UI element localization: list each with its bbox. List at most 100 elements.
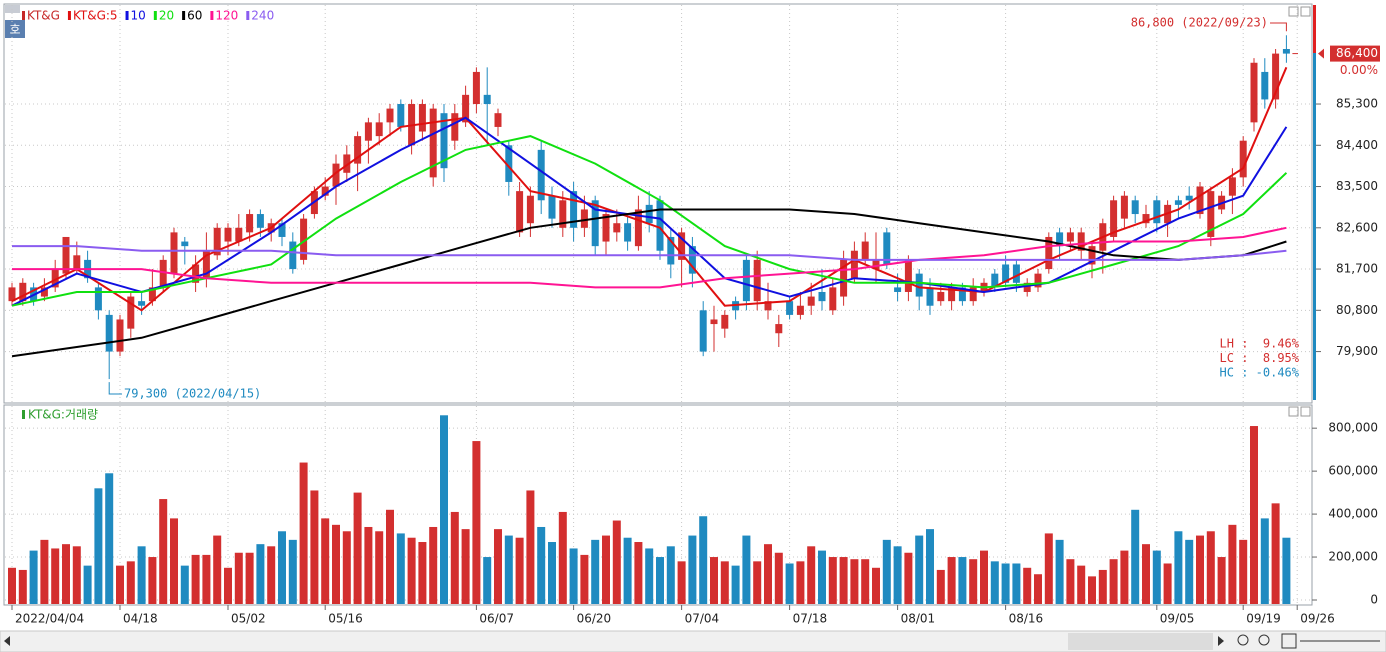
volume-bar (753, 561, 762, 604)
candle-body (829, 287, 837, 311)
candle-body (926, 287, 934, 306)
volume-bar (1282, 537, 1291, 604)
volume-bar (51, 548, 60, 604)
x-tick-label: 05/16 (328, 612, 363, 626)
last-price-box (1330, 45, 1380, 62)
legend-label: KT&G (27, 9, 60, 23)
candle-body (991, 273, 999, 288)
panel-close-button[interactable] (1300, 406, 1311, 417)
candle-body (764, 301, 772, 311)
candle-body (354, 136, 362, 164)
candle-body (148, 287, 156, 302)
zoom-in[interactable] (1258, 634, 1270, 646)
scroll-thumb[interactable] (1068, 633, 1213, 650)
candle-body (656, 200, 664, 251)
volume-bar (839, 557, 848, 604)
volume-bar (893, 546, 902, 604)
scroll-left[interactable] (4, 636, 10, 646)
candle-body (807, 296, 815, 306)
volume-bar (926, 529, 934, 604)
zoom-out[interactable] (1237, 634, 1249, 646)
candle-body (678, 232, 686, 260)
volume-bar (1098, 569, 1107, 604)
volume-bar (1066, 559, 1075, 604)
candle-body (904, 259, 912, 292)
volume-bar (936, 569, 945, 604)
volume-bar (1034, 574, 1042, 604)
candle-body (289, 241, 297, 270)
volume-bar (612, 520, 621, 604)
ma-line (12, 245, 1287, 261)
last-price-pointer (1318, 48, 1324, 59)
volume-bar (526, 490, 535, 604)
volume-bar (515, 537, 524, 604)
volume-bar (699, 516, 708, 604)
candle-body (1142, 214, 1150, 224)
high-note-arrow (1270, 22, 1287, 32)
volume-bar (742, 535, 751, 604)
volume-bar (332, 524, 340, 604)
candle-body (321, 186, 329, 196)
candle-body (397, 104, 405, 127)
volume-bar (1055, 539, 1064, 604)
volume-bar (18, 569, 27, 604)
volume-bar (62, 544, 70, 604)
legend-swatch (210, 11, 214, 20)
candle-body (948, 287, 956, 302)
volume-bar (1109, 559, 1118, 604)
bar-width[interactable] (1281, 633, 1297, 649)
candle-body (1207, 191, 1215, 237)
low-note: 79,300 (2022/04/15) (124, 387, 261, 401)
volume-bar (1120, 550, 1129, 604)
candle-body (1110, 200, 1118, 237)
scrollbar[interactable] (0, 630, 1386, 652)
y-tick-label: 81,700 (1336, 262, 1378, 276)
volume-bar (602, 535, 610, 604)
volume-bar (353, 492, 362, 604)
panel-max-button[interactable] (1288, 406, 1299, 417)
volume-bar (170, 518, 178, 604)
low-note-arrow (108, 382, 122, 395)
candle-body (796, 305, 804, 315)
mode-button-label[interactable]: 호 (9, 23, 20, 37)
volume-panel (3, 404, 1313, 606)
scroll-right[interactable] (1218, 636, 1224, 646)
legend-swatch (153, 11, 157, 20)
x-tick-label: 06/07 (479, 612, 514, 626)
candle-body (645, 204, 653, 224)
mode-button[interactable] (5, 20, 25, 38)
legend-swatch (22, 11, 25, 20)
volume-bar (580, 554, 589, 604)
panel-close-button[interactable] (1300, 6, 1311, 17)
volume-bar (494, 529, 502, 604)
ma-line (11, 116, 1288, 307)
legend-swatch (22, 410, 25, 419)
candle-body (332, 163, 340, 187)
volume-bar (807, 546, 816, 604)
volume-bar (656, 557, 664, 604)
panel-max-button[interactable] (1288, 6, 1299, 17)
volume-bar (386, 509, 394, 604)
volume-bar (731, 565, 740, 604)
candle-body (818, 291, 826, 302)
legend-label: 120 (215, 9, 238, 23)
volume-bar (645, 548, 654, 604)
candle-body (418, 104, 426, 132)
volume-bar (558, 511, 567, 604)
volume-bar (1152, 550, 1161, 604)
volume-bar (137, 546, 146, 604)
x-tick-label: 08/01 (901, 612, 936, 626)
volume-bar (1250, 426, 1258, 604)
volume-bar (1131, 509, 1140, 604)
x-tick-label: 07/18 (793, 612, 828, 626)
x-tick-label: 09/05 (1160, 612, 1195, 626)
volume-bar (1001, 563, 1010, 604)
volume-bar (1012, 563, 1021, 604)
candle-body (861, 241, 869, 260)
legend-swatch (67, 11, 71, 20)
candle-body (343, 154, 351, 173)
volume-bar (396, 533, 405, 604)
volume-bar (677, 561, 686, 604)
candle-body (602, 214, 610, 242)
